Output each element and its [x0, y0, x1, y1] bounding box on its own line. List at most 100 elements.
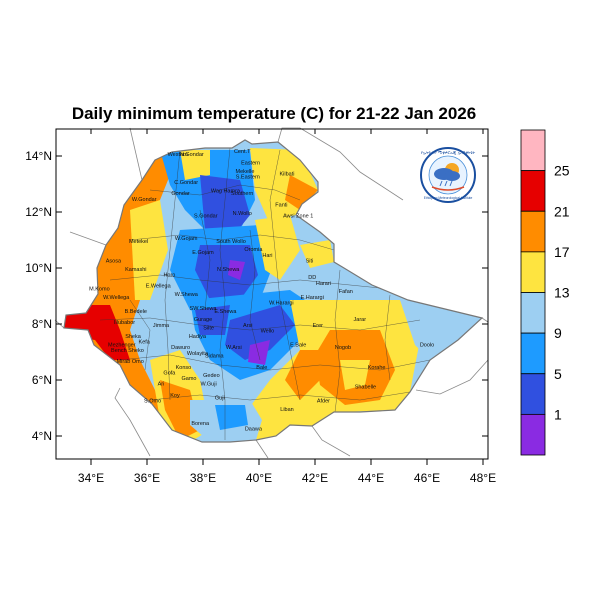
colorbar-swatch [520, 251, 546, 293]
zone-label: Liban [280, 407, 293, 413]
zone-label: Koy [170, 393, 180, 399]
zone-label: S.Omo [144, 398, 161, 404]
colorbar-label: 1 [554, 406, 562, 422]
zone-label: Mezhenger [108, 342, 136, 348]
zone-label: Bale [256, 365, 267, 371]
colorbar: 1 5 9 13 17 21 25 [520, 129, 570, 456]
lon-tick-label: 48°E [470, 471, 496, 485]
zone-label: M.Komo [89, 286, 109, 292]
zone-label: Wag Hamra [211, 188, 241, 194]
zone-label: S.Eastern [236, 174, 260, 180]
zone-label: W.Arsi [226, 345, 242, 351]
lon-tick-label: 36°E [134, 471, 160, 485]
lat-tick-label: 8°N [32, 317, 52, 331]
lat-tick-label: 12°N [25, 205, 52, 219]
zone-label: Jimma [153, 323, 170, 329]
zone-label: Korahe [368, 365, 386, 371]
zone-label: Gofa [163, 370, 176, 376]
colorbar-label: 17 [554, 244, 570, 260]
zone-label: Daawa [245, 426, 263, 432]
zone-label: Mirab Omo [117, 359, 144, 365]
logo-text-top: የኢትዮጵያ ሚቲዎሮሎጂ ኢንስቲትዩት [421, 150, 476, 155]
colorbar-label: 25 [554, 163, 570, 179]
zone-label: B.Bedele [125, 309, 147, 315]
zone-label: Fafan [339, 289, 353, 295]
zone-label: Shabelle [355, 384, 376, 390]
lon-tick-label: 40°E [246, 471, 272, 485]
zone-label: Metekel [129, 239, 148, 245]
logo-text-bottom: Ethiopian Meteorological Institute [424, 196, 473, 200]
rain-icon [439, 180, 453, 187]
zone-label: E.Gojam [192, 250, 214, 256]
zone-label: Oromia [244, 247, 263, 253]
zone-label: E.Wellega [146, 284, 172, 290]
zone-label: Gurage [194, 317, 212, 323]
lon-tick-label: 34°E [78, 471, 104, 485]
zone-label: N.Wollo [233, 211, 252, 217]
zone-label: Nogob [335, 345, 351, 351]
colorbar-label: 21 [554, 203, 570, 219]
colorbar-swatch [520, 129, 546, 172]
zone-label: Southern [231, 191, 253, 197]
zone-label: Siti [306, 258, 314, 264]
zone-label: W.Guji [200, 382, 216, 388]
zone-label: Konso [176, 365, 192, 371]
zone-label: E.Bale [290, 342, 306, 348]
zone-label: Erer [313, 323, 324, 329]
zone-label: Fanti [275, 202, 287, 208]
zone-label: N.Gondar [180, 152, 204, 158]
colorbar-swatch [520, 373, 546, 415]
institute-logo: የኢትዮጵያ ሚቲዎሮሎጂ ኢንስቲትዩት Ethiopian Meteorol… [420, 147, 476, 203]
zone-label: Kilbati [280, 172, 295, 178]
zone-label: Horo [163, 272, 175, 278]
colorbar-label: 9 [554, 325, 562, 341]
zone-label: Kamashi [125, 267, 146, 273]
zone-label: Mekelle [236, 169, 255, 175]
zone-label: Ari [158, 382, 165, 388]
zone-label: Afder [317, 398, 330, 404]
zone-label: Asosa [106, 258, 122, 264]
lon-tick-label: 38°E [190, 471, 216, 485]
map-title: Daily minimum temperature (C) for 21-22 … [71, 104, 477, 123]
zone-label: W.Gondar [132, 197, 157, 203]
colorbar-swatch [520, 292, 546, 334]
zone-label: Wolayita [187, 351, 209, 357]
zone-label: Bench Sheko [111, 348, 144, 354]
zone-label: W.Gojam [175, 236, 198, 242]
zone-label: Hari [262, 253, 272, 259]
zone-label: Western [168, 152, 188, 158]
zone-label: South Wollo [216, 239, 246, 245]
zone-label: Gondar [171, 191, 190, 197]
zone-label: Jarar [354, 317, 367, 323]
lat-tick-label: 4°N [32, 429, 52, 443]
zone-label: W.Wellega [103, 295, 130, 301]
zone-label: Sheka [125, 334, 142, 340]
zone-label: Silte [203, 326, 214, 332]
zone-label: Gamo [182, 376, 197, 382]
colorbar-label: 5 [554, 366, 562, 382]
colorbar-swatch [520, 170, 546, 212]
zone-label: Sidama [205, 354, 225, 360]
zone-label: S.Gondar [194, 214, 218, 220]
zone-label: Awsi Zone 1 [283, 214, 313, 220]
zone-label: Hadiya [189, 334, 207, 340]
lon-tick-label: 46°E [414, 471, 440, 485]
zone-label: Illubabor [114, 320, 135, 326]
zone-label: W.Shewa [175, 292, 199, 298]
colorbar-swatch [520, 413, 546, 456]
lon-axis: 34°E 36°E 38°E 40°E 42°E 44°E 46°E 48°E [78, 129, 496, 485]
colorbar-swatch [520, 210, 546, 253]
colorbar-swatch [520, 332, 546, 375]
zone-label: SW.Shewa [190, 306, 218, 312]
zone-label: Kefa [139, 340, 151, 346]
zone-label: Cent.T [234, 149, 251, 155]
zone-label: Doolo [420, 342, 434, 348]
zone-label: E.Harargi [301, 295, 324, 301]
zone-label: C.Gondar [174, 180, 198, 186]
zone-label: DD [308, 275, 316, 281]
lat-tick-label: 14°N [25, 149, 52, 163]
zone-label: Wello [261, 328, 275, 334]
lon-tick-label: 44°E [358, 471, 384, 485]
